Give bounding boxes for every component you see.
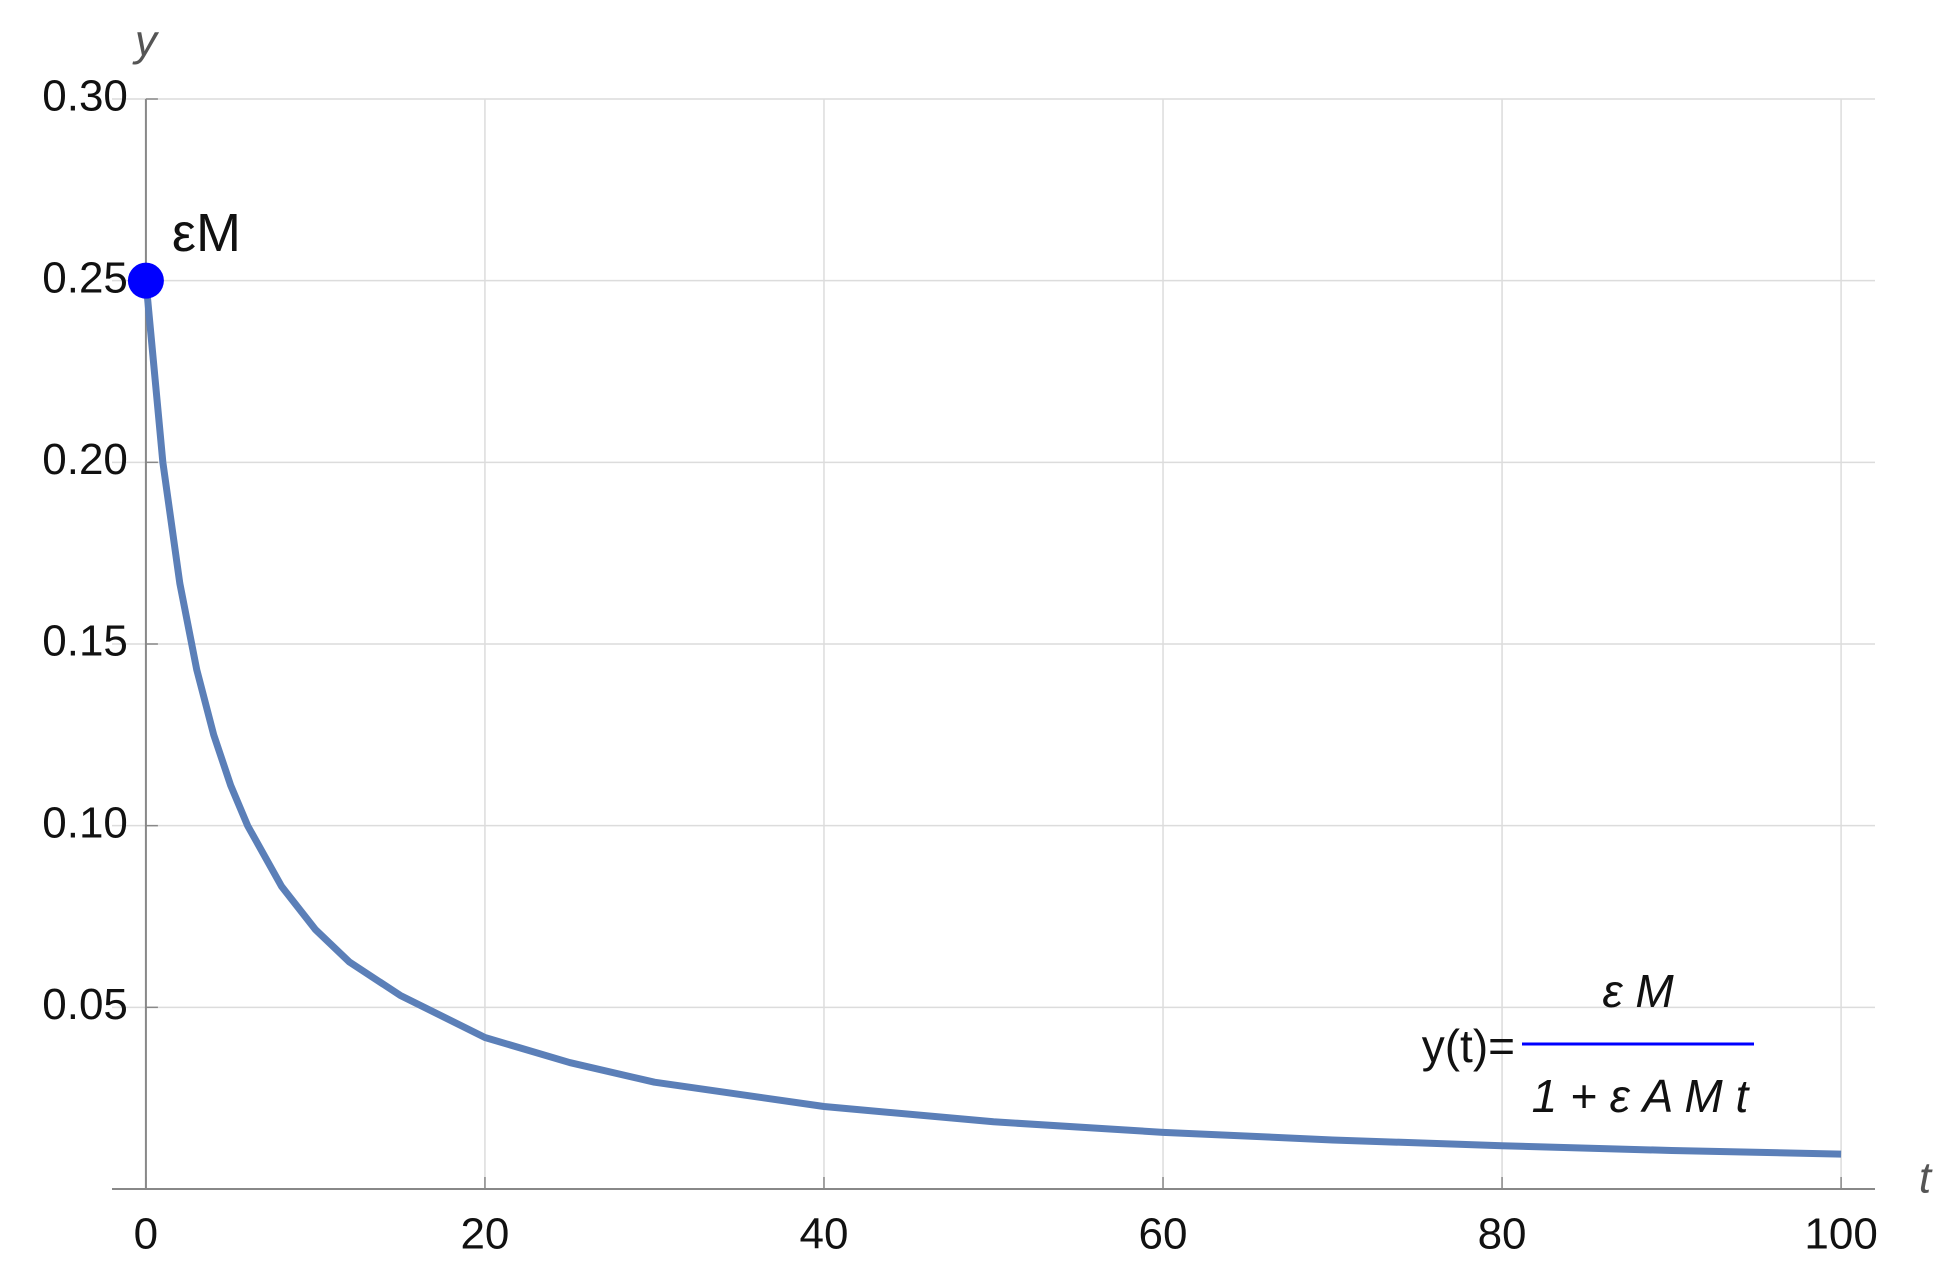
x-tick-label: 80: [1478, 1210, 1527, 1259]
y-tick-label: 0.20: [42, 435, 128, 484]
formula-numerator: ε M: [1602, 965, 1674, 1017]
x-axis-label: t: [1919, 1154, 1933, 1203]
formula-lhs: y(t)=: [1422, 1020, 1515, 1072]
y-axis-label: y: [132, 17, 160, 66]
x-tick-label: 0: [134, 1210, 158, 1259]
marker-label: εM: [172, 203, 241, 263]
y-tick-label: 0.10: [42, 798, 128, 847]
x-tick-label: 100: [1804, 1210, 1877, 1259]
y-tick-label: 0.05: [42, 980, 128, 1029]
line-series: [142, 280, 1842, 1158]
x-tick-label: 60: [1139, 1210, 1188, 1259]
y-tick-label: 0.30: [42, 72, 128, 121]
y-tick-label: 0.15: [42, 617, 128, 666]
formula-denominator: 1 + ε A M t: [1532, 1070, 1751, 1122]
x-tick-label: 40: [800, 1210, 849, 1259]
marker-point: [127, 262, 164, 299]
x-tick-label: 20: [460, 1210, 509, 1259]
y-tick-label: 0.25: [42, 253, 128, 302]
